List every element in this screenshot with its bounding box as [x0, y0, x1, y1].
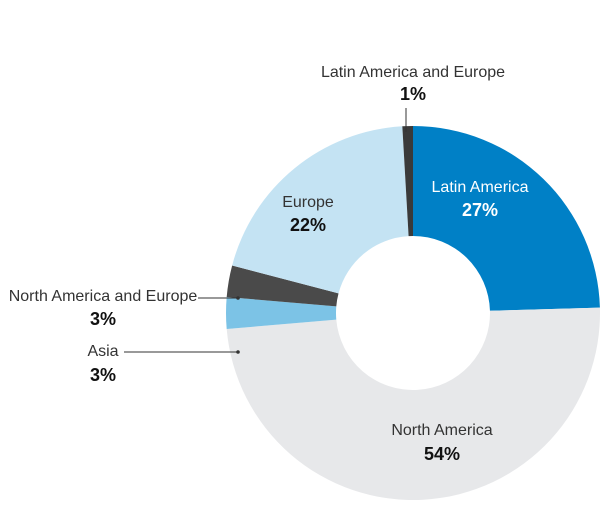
leader-dot-north-america-and-europe: [236, 296, 240, 300]
slice-north-america: [226, 307, 601, 501]
slice-north-america-and-europe: [226, 265, 339, 307]
leader-dot-asia: [236, 350, 240, 354]
label-latin-america-and-europe-value: 1%: [400, 84, 426, 104]
label-latin-america-and-europe-name: Latin America and Europe: [321, 64, 505, 81]
label-asia-name: Asia: [87, 343, 118, 360]
slices-group: [226, 126, 601, 501]
slice-latin-america: [413, 126, 600, 311]
slice-europe: [232, 126, 409, 294]
label-europe-value: 22%: [290, 215, 326, 235]
label-latin-america-value: 27%: [462, 200, 498, 220]
label-north-america-value: 54%: [424, 444, 460, 464]
label-north-america-name: North America: [391, 422, 492, 439]
label-latin-america-name: Latin America: [432, 179, 529, 196]
label-north-america-and-europe-value: 3%: [90, 309, 116, 329]
label-asia-value: 3%: [90, 365, 116, 385]
label-europe-name: Europe: [282, 194, 334, 211]
label-north-america-and-europe-name: North America and Europe: [9, 288, 198, 305]
slice-latin-america-and-europe: [402, 126, 413, 237]
slice-asia: [226, 296, 337, 330]
